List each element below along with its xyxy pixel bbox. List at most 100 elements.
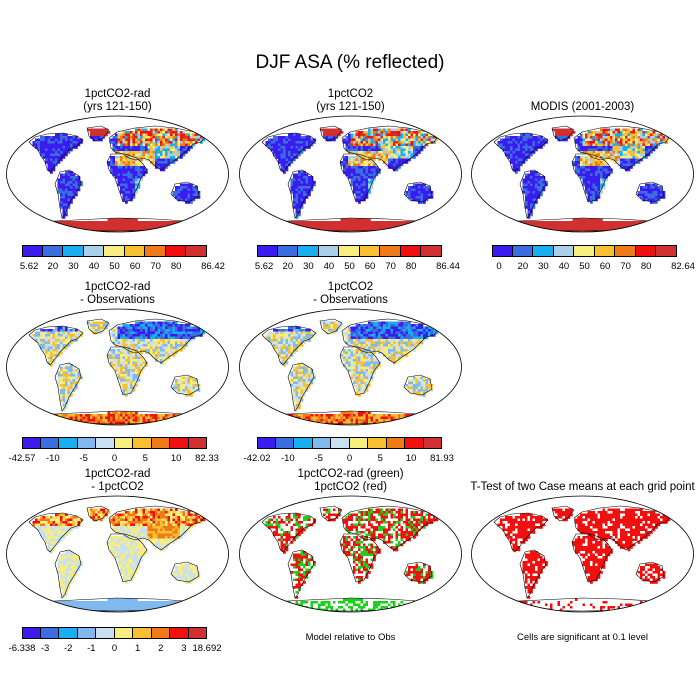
coastline [635,561,665,583]
colorbar-tick-label: -42.02 [243,453,271,464]
coastline [571,533,613,583]
coastline [339,533,381,583]
world-map [6,495,229,613]
colorbar-tick-label: 40 [558,261,570,272]
panel-title: 1pctCO2-rad (yrs 121-150) [5,88,230,114]
colorbar-tick-label: -5 [314,453,323,464]
colorbar-frame [22,245,207,257]
coastline [573,505,671,551]
colorbar-swatch [124,245,146,257]
coastline [54,549,82,599]
colorbar-tick-label: -1 [87,643,96,654]
colorbar-tick-label: 10 [170,453,182,464]
coastline [339,346,381,396]
coastline [261,132,317,173]
world-map [6,308,229,426]
panel-title-line2: - Observations [313,294,388,306]
colorbar-tick-label: -10 [45,453,60,464]
colorbar-swatch [40,437,59,449]
coastline [551,125,575,142]
panel-title: 1pctCO2-rad - 1pctCO2 [5,468,230,494]
colorbar-tick-label: -3 [40,643,50,654]
colorbar-swatch [83,245,105,257]
coastline [519,549,547,599]
coastline [493,132,549,173]
colorbar-tick-label: 50 [579,261,590,272]
map-border [6,308,229,426]
colorbar-swatch [96,437,115,449]
panel-title-line1: 1pctCO2-rad [84,468,151,480]
coastline [106,533,148,583]
colorbar-frame [492,245,677,257]
coastline [86,505,110,522]
colorbar-swatch [257,245,278,257]
colorbar-tick-label: 5 [142,453,148,464]
coastline [319,125,343,142]
world-map [239,308,462,426]
colorbar-swatch [133,627,152,639]
colorbar-tick-label: 40 [323,261,335,272]
colorbar-swatch [133,437,152,449]
colorbar-tick-label: 81.93 [430,453,454,464]
coastline [519,169,547,219]
colorbar-tick-label: 60 [364,261,376,272]
colorbar-swatch [22,245,43,257]
coastline [319,505,343,522]
panel-title-line2: MODIS (2001-2003) [530,101,635,113]
map-shading [263,321,439,425]
colorbar-frame [257,245,442,257]
world-map [471,495,694,613]
coastline [28,512,84,553]
colorbar-swatch [63,245,84,257]
colorbar-tick-label: -6.338 [8,643,36,654]
map-shading [495,128,671,232]
coastline [28,325,84,366]
coastline [170,374,200,396]
colorbar-tick-label: 10 [405,453,417,464]
world-map [6,115,229,233]
colorbar-swatch [574,245,595,257]
panel-title: 1pctCO2 - Observations [238,281,463,307]
colorbar-swatch [380,245,401,257]
colorbar-tick-label: 50 [109,261,120,272]
coastline [341,125,439,171]
panel-modis: MODIS (2001-2003) [470,88,695,234]
panel-1pctco2-rad-abs: 1pctCO2-rad (yrs 121-150) [5,88,230,234]
colorbar-swatch [312,437,331,449]
colorbar-swatch [318,245,340,257]
colorbar-tick-label: -5 [79,453,88,464]
colorbar-tick-label: -10 [280,453,295,464]
colorbar-tick-label: 30 [538,261,549,272]
colorbar-swatch [77,627,96,639]
colorbar-tick-label: 20 [282,261,294,272]
colorbar-tick-label: 86.44 [436,261,460,272]
colorbar-swatch [42,245,64,257]
panel-title-line2: - Observations [80,294,155,306]
coastline [108,505,206,551]
panel-title-line1: 1pctCO2-rad [84,281,151,293]
coastline [573,125,671,171]
colorbar-tick-label: 2 [158,643,164,654]
colorbar-frame [22,437,207,449]
colorbar-tick-label: 82.64 [671,261,695,272]
colorbar-tick-label: -2 [64,643,73,654]
panel-1pctco2-rad-minus-obs: 1pctCO2-rad - Observations [5,281,230,427]
colorbar-tick-label: 86.42 [201,261,225,272]
map-shading [30,321,206,425]
colorbar-swatch [114,627,133,639]
map-border [471,495,694,613]
colorbar-swatch [165,245,187,257]
colorbar-tick-label: 5 [377,453,383,464]
panel-title-line1: 1pctCO2 [327,88,374,100]
colorbar-tick-label: 80 [640,261,652,272]
colorbar-swatch [553,245,575,257]
colorbar-swatch [331,437,350,449]
panel-note: Model relative to Obs [305,632,396,643]
coastline [108,125,206,171]
coastline [28,132,84,173]
colorbar-swatch [59,627,78,639]
map-shading [263,508,439,612]
coastline [287,362,315,412]
panel-title-line1: 1pctCO2-rad (green) [297,468,404,480]
colorbar-tick-label: 50 [344,261,355,272]
